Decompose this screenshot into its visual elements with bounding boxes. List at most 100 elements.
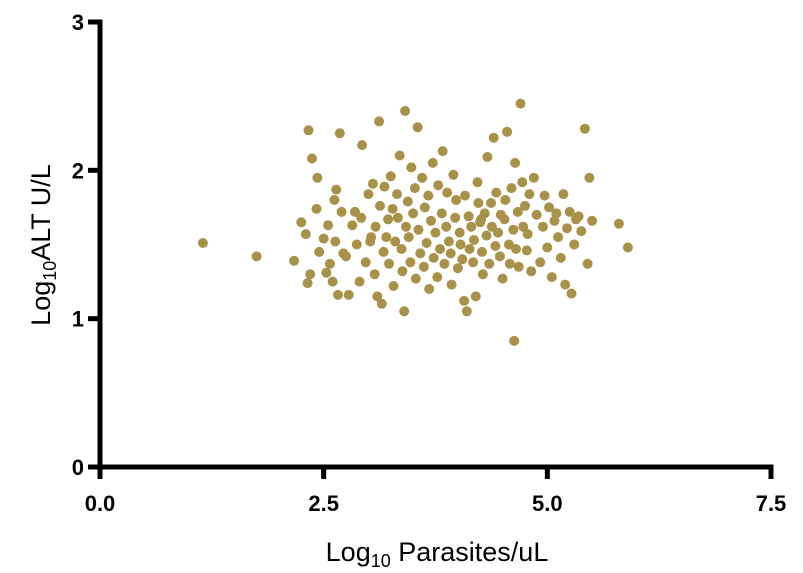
data-point	[365, 236, 376, 247]
data-point	[558, 189, 569, 200]
data-point	[506, 183, 517, 194]
data-point	[469, 235, 479, 245]
data-point	[446, 279, 457, 290]
data-point	[318, 233, 329, 244]
x-axis-title: Log10 Parasites/uL	[326, 537, 549, 571]
data-point	[499, 214, 510, 225]
data-point	[403, 232, 414, 243]
data-point	[336, 206, 347, 217]
data-point	[424, 284, 435, 294]
data-point	[494, 251, 505, 262]
data-point	[503, 239, 514, 250]
data-point	[302, 278, 313, 289]
data-point	[441, 221, 452, 232]
data-point	[387, 203, 398, 214]
data-point	[406, 162, 417, 173]
data-point	[394, 150, 405, 161]
data-point	[330, 236, 341, 247]
data-point	[460, 190, 470, 201]
data-point	[327, 276, 338, 287]
data-point	[509, 335, 520, 346]
data-point	[497, 273, 508, 284]
data-point	[461, 306, 472, 317]
data-point	[442, 187, 453, 198]
data-point	[374, 116, 385, 127]
data-point	[400, 106, 411, 116]
data-point	[531, 209, 542, 220]
data-point	[448, 169, 459, 180]
data-point	[450, 212, 461, 223]
data-point	[401, 221, 411, 232]
data-point	[417, 172, 428, 183]
data-point	[418, 261, 429, 272]
data-point	[544, 202, 555, 213]
data-point	[486, 221, 497, 232]
data-point	[551, 208, 562, 219]
data-point	[312, 172, 323, 183]
data-point	[535, 257, 546, 268]
data-point	[392, 212, 403, 223]
y-axis-title-prefix: Log	[26, 281, 56, 326]
x-axis-title-subscript: 10	[371, 551, 391, 571]
data-point	[515, 98, 526, 109]
data-point	[613, 218, 624, 229]
data-point	[470, 291, 481, 302]
data-point	[392, 189, 402, 200]
data-point	[369, 269, 380, 280]
y-axis-ticks: 0 1 2 3	[72, 10, 100, 480]
data-point	[520, 200, 530, 211]
data-point	[518, 221, 529, 232]
data-point	[457, 254, 468, 265]
data-point	[421, 238, 432, 248]
data-point	[491, 187, 502, 198]
data-point	[372, 291, 383, 302]
data-point	[356, 212, 367, 223]
data-point	[396, 244, 407, 254]
data-point	[576, 226, 587, 237]
data-point	[419, 202, 430, 213]
data-point	[528, 172, 539, 183]
data-point	[513, 261, 524, 272]
data-point	[459, 295, 470, 306]
data-point	[347, 220, 358, 231]
data-point	[390, 236, 401, 247]
data-point	[481, 230, 492, 241]
data-point	[504, 258, 515, 269]
data-point	[381, 232, 392, 243]
data-point	[445, 248, 456, 259]
data-point	[555, 252, 566, 263]
data-point	[472, 177, 483, 188]
data-point	[430, 227, 441, 238]
data-point	[436, 208, 447, 219]
data-point	[307, 153, 317, 164]
data-point	[522, 229, 533, 240]
data-point	[321, 267, 332, 278]
y-axis-title-subscript: 10	[40, 261, 60, 281]
data-point	[443, 236, 454, 247]
data-point	[553, 232, 564, 243]
data-point	[333, 289, 343, 300]
data-point	[539, 190, 550, 201]
data-point	[433, 180, 444, 191]
data-point	[323, 220, 334, 231]
data-point	[439, 258, 450, 269]
x-tick-label: 0.0	[85, 491, 116, 516]
data-point	[432, 272, 443, 283]
data-point	[622, 242, 633, 253]
data-point	[350, 206, 360, 217]
data-point	[384, 258, 394, 269]
data-point	[562, 223, 572, 234]
data-point	[408, 208, 419, 219]
data-point	[435, 244, 445, 254]
data-point	[582, 258, 593, 269]
data-point	[510, 157, 521, 168]
data-point	[423, 190, 434, 201]
data-point	[305, 269, 316, 280]
data-point	[376, 298, 387, 309]
data-point	[426, 215, 436, 226]
data-point	[569, 239, 580, 250]
y-axis-title: Log10ALT U/L	[26, 164, 60, 326]
x-tick-label: 5.0	[532, 491, 563, 516]
data-point	[378, 246, 389, 257]
data-point	[546, 272, 557, 283]
